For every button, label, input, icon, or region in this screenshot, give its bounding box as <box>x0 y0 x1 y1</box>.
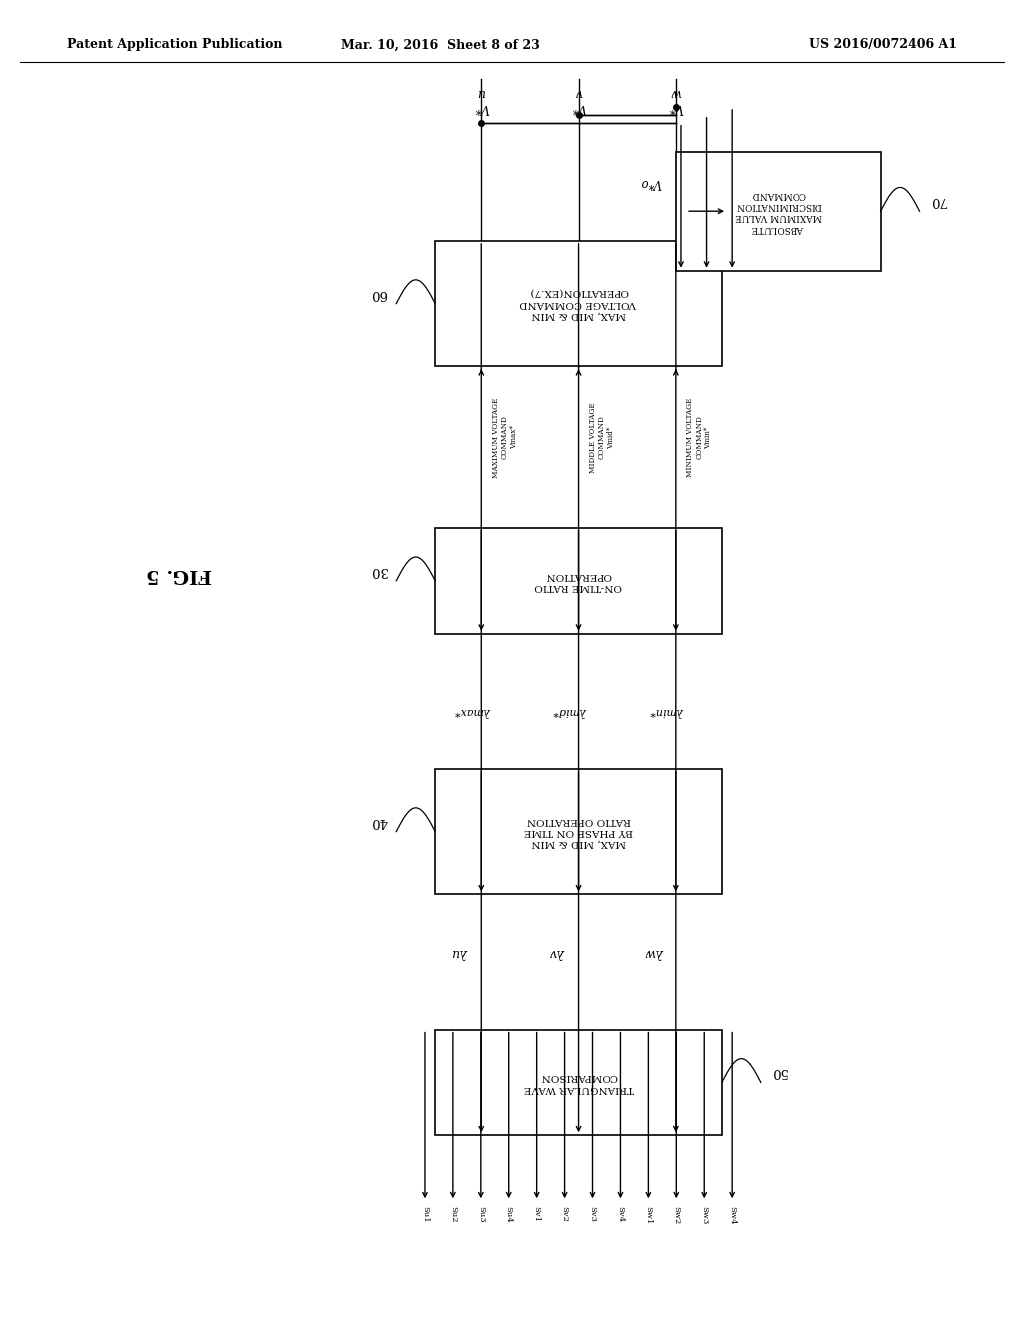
Text: Sw1: Sw1 <box>644 1206 652 1225</box>
Text: Sw2: Sw2 <box>673 1206 680 1225</box>
Text: V*
w: V* w <box>669 86 683 114</box>
Text: Sv3: Sv3 <box>589 1206 597 1222</box>
Text: λv: λv <box>551 945 565 958</box>
Text: MIDDLE VOLTAGE
COMMAND
Vmid*: MIDDLE VOLTAGE COMMAND Vmid* <box>589 401 615 473</box>
Text: ON-TIME RATIO
OPERATION: ON-TIME RATIO OPERATION <box>535 570 623 591</box>
Text: ABSOLUTE
MAXIMUM VALUE
DISCRIMINATION
COMMAND: ABSOLUTE MAXIMUM VALUE DISCRIMINATION CO… <box>735 190 821 232</box>
Text: 40: 40 <box>371 814 387 828</box>
Text: Sw3: Sw3 <box>700 1206 709 1225</box>
Bar <box>676 152 881 271</box>
Text: MAX, MID & MIN
BY PHASE ON TIME
RATIO OPERATION: MAX, MID & MIN BY PHASE ON TIME RATIO OP… <box>524 816 633 847</box>
Text: FIG. 5: FIG. 5 <box>146 565 212 583</box>
Text: Su3: Su3 <box>477 1206 484 1224</box>
Text: 70: 70 <box>929 194 945 207</box>
Text: TRIANGULAR WAVE
COMPARISON: TRIANGULAR WAVE COMPARISON <box>523 1072 634 1093</box>
Bar <box>435 768 722 895</box>
Text: λu: λu <box>453 945 469 958</box>
Text: λw: λw <box>646 945 665 958</box>
Text: Mar. 10, 2016  Sheet 8 of 23: Mar. 10, 2016 Sheet 8 of 23 <box>341 38 540 51</box>
Text: MAXIMUM VOLTAGE
COMMAND
Vmax*: MAXIMUM VOLTAGE COMMAND Vmax* <box>492 397 518 478</box>
Text: λmax*: λmax* <box>455 706 492 717</box>
Text: λmin*: λmin* <box>651 706 684 717</box>
Text: 30: 30 <box>371 564 387 577</box>
Bar <box>435 1030 722 1135</box>
Bar <box>435 242 722 366</box>
Text: λmid*: λmid* <box>554 706 587 717</box>
Text: V*o: V*o <box>640 176 660 189</box>
Text: Su1: Su1 <box>421 1206 429 1224</box>
Text: V*
v: V* v <box>571 86 586 114</box>
Text: Su4: Su4 <box>505 1206 513 1224</box>
Text: MAX, MID & MIN
VOLTAGE COMMAND
OPERATION(EX.7): MAX, MID & MIN VOLTAGE COMMAND OPERATION… <box>520 288 637 319</box>
Text: Sv2: Sv2 <box>560 1206 568 1222</box>
Text: V*
u: V* u <box>474 86 488 114</box>
Text: Patent Application Publication: Patent Application Publication <box>67 38 282 51</box>
Text: 50: 50 <box>770 1065 786 1078</box>
Bar <box>435 528 722 634</box>
Text: Sv1: Sv1 <box>532 1206 541 1222</box>
Text: US 2016/0072406 A1: US 2016/0072406 A1 <box>809 38 957 51</box>
Text: MINIMUM VOLTAGE
COMMAND
Vmin*: MINIMUM VOLTAGE COMMAND Vmin* <box>686 397 713 477</box>
Text: Su2: Su2 <box>449 1206 457 1222</box>
Text: 60: 60 <box>371 286 387 300</box>
Text: Sw4: Sw4 <box>728 1206 736 1225</box>
Text: Sv4: Sv4 <box>616 1206 625 1222</box>
